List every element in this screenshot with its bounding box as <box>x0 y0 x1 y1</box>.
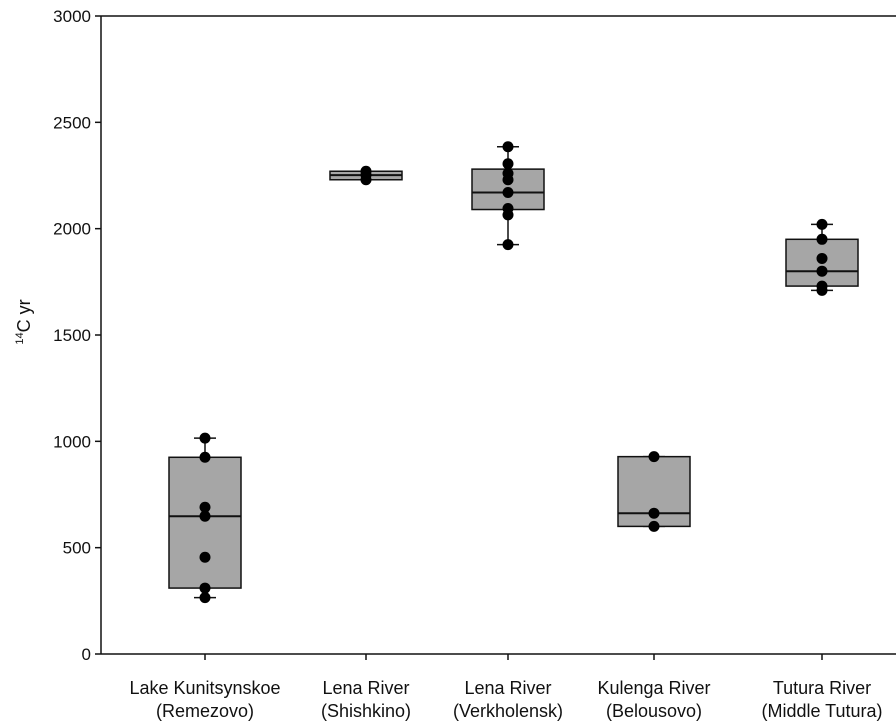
x-category-label-line2: (Middle Tutura) <box>761 701 882 721</box>
x-category-label-line1: Kulenga River <box>597 678 710 698</box>
x-category-label-line1: Tutura River <box>773 678 871 698</box>
y-axis-label: 14C yr <box>14 299 34 344</box>
x-category-label-line2: (Belousovo) <box>606 701 702 721</box>
data-point <box>502 187 514 199</box>
data-point <box>199 592 211 604</box>
data-point <box>816 218 828 230</box>
data-point <box>199 510 211 522</box>
data-point <box>816 233 828 245</box>
box-rect <box>168 456 242 589</box>
x-category-label-line2: (Remezovo) <box>156 701 254 721</box>
x-axis-labels: Lake Kunitsynskoe (Remezovo) Lena River (Sh… <box>129 654 883 721</box>
x-category-label-line2: (Verkholensk) <box>453 701 563 721</box>
data-point <box>816 252 828 264</box>
box-group <box>329 165 403 186</box>
box-group <box>168 432 242 604</box>
x-category-label-line1: Lena River <box>464 678 551 698</box>
boxes <box>168 141 859 604</box>
y-axis: 0 500 1000 1500 2000 2500 3000 <box>53 7 101 664</box>
data-point <box>199 451 211 463</box>
x-category-label-line1: Lena River <box>322 678 409 698</box>
y-tick-label: 500 <box>63 539 91 558</box>
data-point <box>199 551 211 563</box>
data-point <box>502 167 514 179</box>
data-point <box>199 501 211 513</box>
data-point <box>502 239 514 251</box>
data-point <box>502 141 514 153</box>
y-axis-label-text: C yr <box>14 299 34 332</box>
box-group <box>785 218 859 296</box>
data-point <box>199 432 211 444</box>
data-point <box>648 520 660 532</box>
y-tick-label: 1500 <box>53 326 91 345</box>
data-point <box>816 265 828 277</box>
data-point <box>199 582 211 594</box>
data-point <box>648 507 660 519</box>
x-category-label-line1: Lake Kunitsynskoe <box>129 678 280 698</box>
y-axis-label-superscript: 14 <box>14 332 26 344</box>
data-point <box>360 165 372 177</box>
data-point <box>502 158 514 170</box>
y-tick-label: 1000 <box>53 432 91 451</box>
y-tick-label: 0 <box>82 645 91 664</box>
box-group <box>617 451 691 532</box>
data-point <box>816 280 828 292</box>
data-point <box>648 451 660 463</box>
y-tick-label: 2000 <box>53 220 91 239</box>
x-category-label-line2: (Shishkino) <box>321 701 411 721</box>
data-point <box>502 202 514 214</box>
box-group <box>471 141 545 251</box>
y-tick-label: 3000 <box>53 7 91 26</box>
y-tick-label: 2500 <box>53 113 91 132</box>
plot-frame <box>100 15 896 655</box>
